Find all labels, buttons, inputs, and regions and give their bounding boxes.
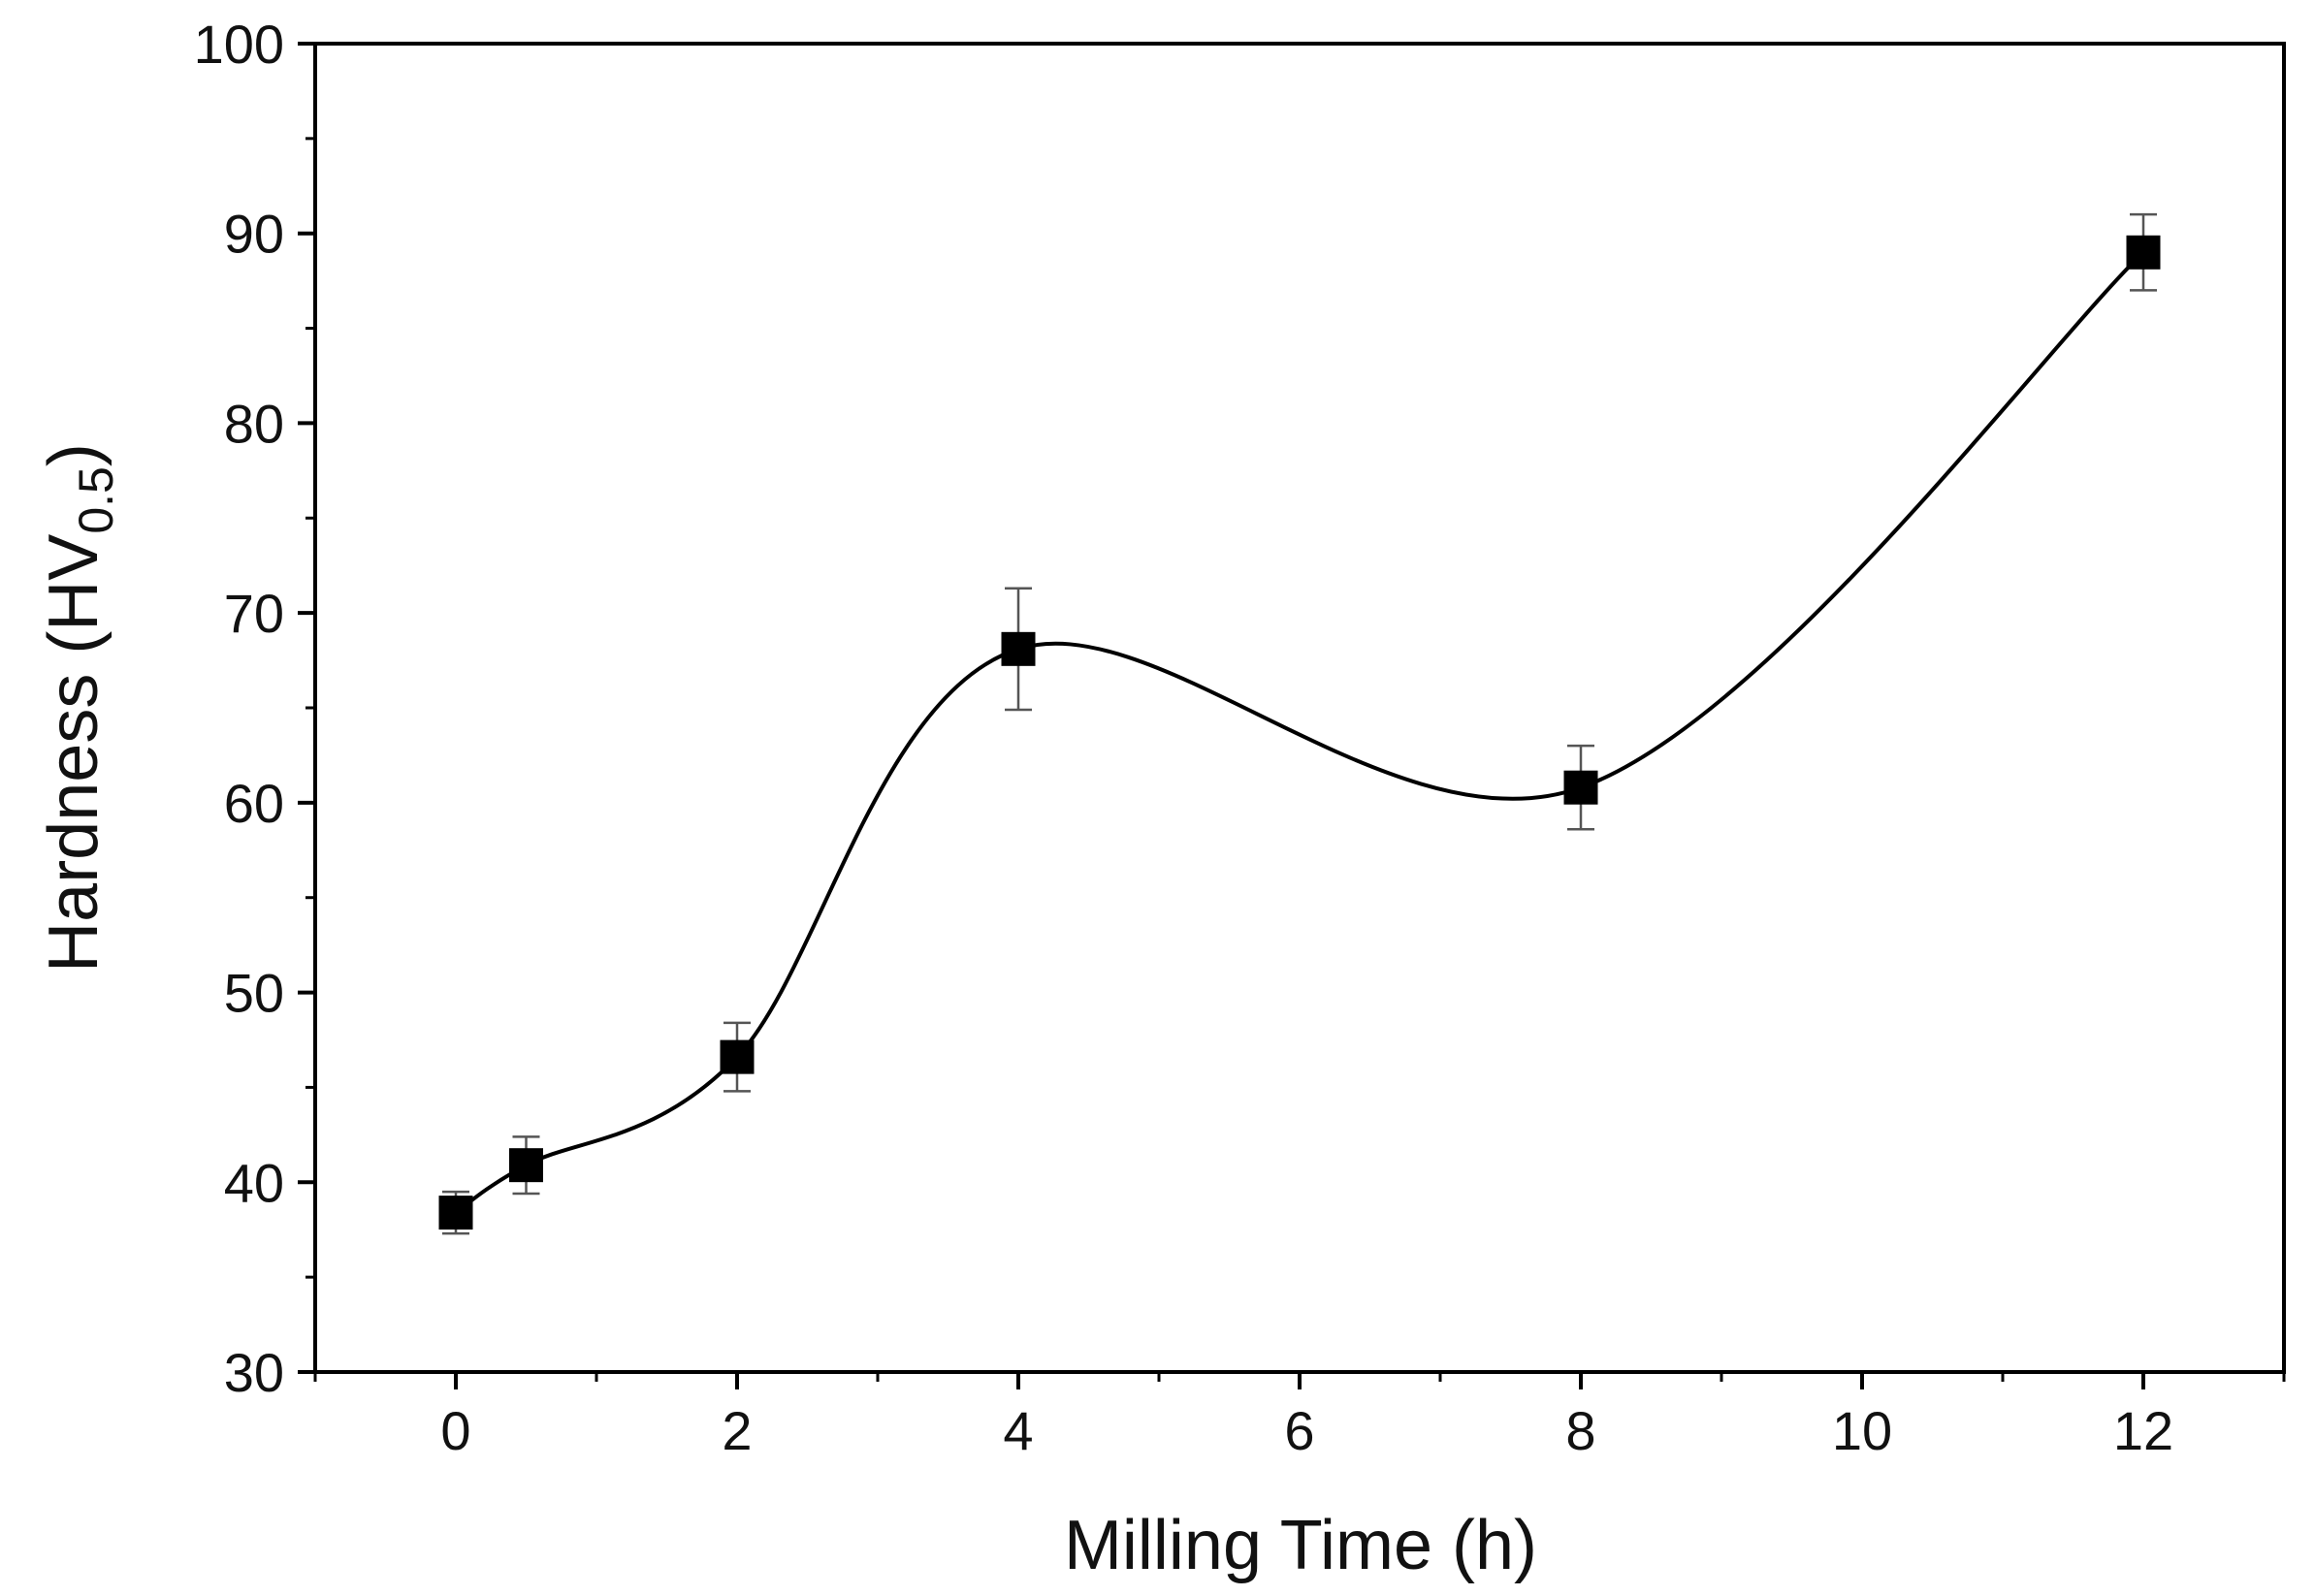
- x-axis-title: Milling Time (h): [1064, 1507, 1537, 1584]
- axis-layer: [298, 42, 2286, 1389]
- y-axis-title: Hardness (HV0.5): [35, 443, 123, 973]
- x-tick-label: 2: [722, 1400, 752, 1461]
- y-tick-label: 30: [224, 1342, 284, 1403]
- x-tick-label: 0: [440, 1400, 470, 1461]
- marker-layer: [438, 235, 2161, 1230]
- y-tick-label: 100: [194, 14, 284, 75]
- y-axis-title-subscript: 0.5: [69, 466, 123, 534]
- data-point-marker: [509, 1148, 543, 1183]
- x-tick-label: 6: [1284, 1400, 1314, 1461]
- data-point-marker: [720, 1039, 755, 1074]
- y-tick-label: 90: [224, 204, 284, 265]
- y-tick-label: 60: [224, 773, 284, 834]
- data-point-marker: [1563, 770, 1598, 805]
- y-tick-label: 80: [224, 393, 284, 454]
- y-tick-label: 50: [224, 963, 284, 1024]
- x-tick-label: 12: [2113, 1400, 2173, 1461]
- data-point-marker: [1001, 631, 1036, 666]
- tick-label-layer: 0 2 4 6 8 10 12 30 40 50 60 70 80 90 100: [194, 14, 2174, 1461]
- data-point-marker: [438, 1196, 473, 1230]
- y-axis-title-prefix: Hardness (HV: [35, 534, 113, 973]
- x-tick-label: 4: [1003, 1400, 1033, 1461]
- x-tick-label: 8: [1565, 1400, 1595, 1461]
- data-point-marker: [2126, 235, 2161, 270]
- y-axis-title-suffix: ): [35, 443, 113, 466]
- y-tick-label: 40: [224, 1152, 284, 1213]
- y-tick-label: 70: [224, 583, 284, 644]
- x-tick-label: 10: [1832, 1400, 1892, 1461]
